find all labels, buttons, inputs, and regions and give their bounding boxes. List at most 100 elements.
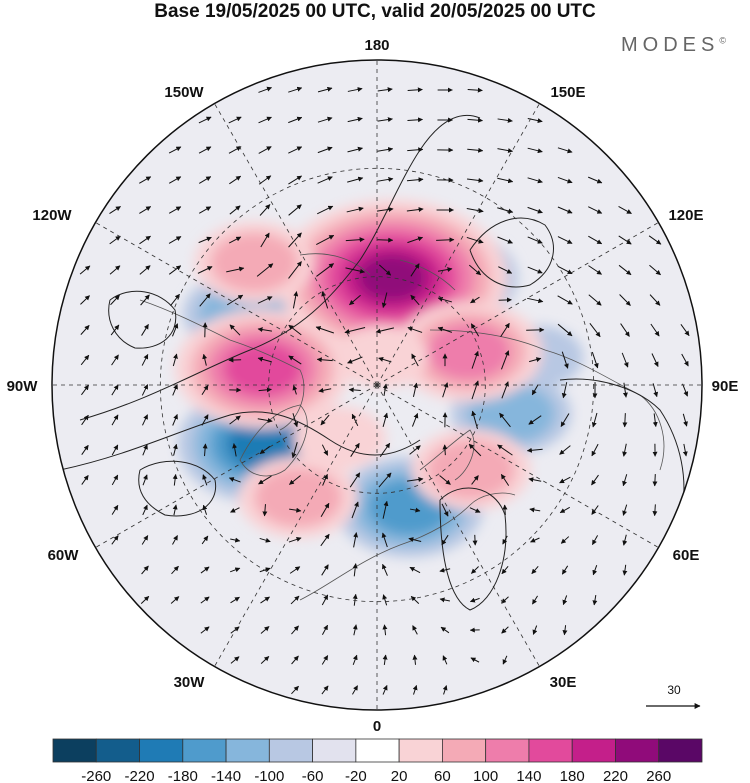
wind-arrow (228, 146, 242, 154)
wind-arrow (347, 146, 363, 153)
contour-line (59, 411, 421, 471)
wind-arrow (260, 232, 270, 248)
wind-arrow (377, 147, 394, 152)
meridian-line (95, 222, 378, 386)
wind-arrow (347, 176, 364, 183)
wind-arrow (529, 507, 541, 513)
wind-arrow (259, 567, 271, 573)
wind-arrow (202, 474, 208, 486)
wind-arrow (468, 443, 482, 457)
wind-arrow (622, 413, 628, 428)
wind-arrow (651, 353, 659, 367)
wind-arrow (316, 263, 334, 277)
wind-arrow (352, 624, 358, 636)
wind-arrow (618, 206, 632, 214)
wind-arrow (81, 474, 89, 485)
wind-arrow (378, 472, 392, 488)
wind-arrow (467, 87, 483, 93)
wind-arrow (411, 413, 419, 427)
wind-arrow (349, 472, 361, 488)
wind-arrow (557, 206, 573, 214)
wind-arrow (379, 442, 391, 458)
wind-arrow (497, 148, 514, 154)
wind-arrow (528, 415, 542, 425)
wind-arrow (202, 504, 208, 515)
wind-arrow (502, 655, 508, 665)
contour-line (138, 460, 217, 517)
map-title: Base 19/05/2025 00 UTC, valid 20/05/2025… (154, 1, 596, 22)
wind-arrow (172, 384, 178, 396)
wind-arrow (470, 296, 480, 304)
wind-arrow (80, 295, 90, 305)
coastlines (139, 253, 665, 601)
brand-logo: MODES© (621, 34, 726, 57)
wind-arrow (500, 473, 510, 486)
wind-arrow (591, 351, 599, 369)
wind-arrow (466, 177, 484, 183)
wind-arrow (588, 265, 602, 275)
reference-vector-label: 30 (667, 683, 681, 697)
wind-arrow (501, 626, 509, 634)
wind-arrow (527, 266, 543, 274)
wind-arrow (230, 656, 240, 664)
wind-arrow (501, 350, 510, 370)
wind-arrow (587, 176, 603, 184)
wind-arrow (257, 418, 273, 423)
label-lon-60w: 60W (48, 547, 80, 564)
wind-arrow (291, 625, 299, 635)
wind-arrow (410, 294, 420, 306)
wind-arrow (497, 444, 513, 456)
label-lon-90e: 90E (712, 378, 739, 395)
wind-arrow (622, 534, 628, 546)
wind-arrow (168, 206, 182, 214)
wind-arrow (470, 323, 480, 337)
wind-arrow (260, 656, 270, 664)
wind-arrow (437, 326, 453, 333)
wind-arrow (344, 327, 366, 334)
wind-arrow (560, 536, 570, 544)
wind-arrow (111, 535, 119, 545)
colorbar-tick-label: 100 (473, 768, 498, 783)
wind-arrow (345, 267, 365, 274)
wind-arrow (561, 565, 569, 575)
colorbar-swatch (441, 738, 487, 763)
wind-arrow (382, 594, 388, 606)
contour-line (469, 217, 554, 288)
wind-arrow (172, 323, 179, 337)
wind-arrow (561, 382, 568, 399)
wind-arrow (172, 443, 178, 456)
wind-arrow (198, 146, 212, 154)
colorbar-swatch (615, 738, 660, 763)
wind-arrow (557, 265, 573, 275)
wind-arrow (622, 564, 628, 576)
wind-arrow (407, 236, 424, 244)
wind-arrow (557, 236, 573, 244)
wind-arrow (321, 685, 329, 695)
wind-arrow (229, 205, 241, 215)
anomaly-blob (335, 325, 429, 388)
wind-arrow (622, 474, 628, 487)
wind-arrow (200, 596, 210, 604)
wind-arrow (682, 413, 688, 427)
wind-arrow (259, 537, 271, 543)
label-lon-120w: 120W (32, 207, 72, 224)
colorbar-swatch (571, 738, 616, 763)
wind-arrow (351, 501, 359, 519)
wind-arrow (198, 206, 212, 214)
wind-arrow (172, 504, 178, 516)
wind-arrow (321, 291, 329, 309)
wind-arrow (226, 266, 245, 273)
wind-arrow (289, 566, 301, 574)
wind-arrow (652, 383, 659, 398)
wind-arrow (199, 293, 211, 307)
colorbar-swatch (182, 738, 227, 763)
wind-arrow (409, 507, 421, 513)
wind-arrow (321, 564, 329, 576)
brand-mark: © (719, 35, 726, 46)
wind-arrow (591, 412, 598, 428)
wind-arrow (291, 655, 299, 665)
wind-arrow (109, 235, 121, 245)
wind-arrow (226, 294, 244, 306)
colorbar: -260 -220 -180 -140 -100 -60 -20 20 60 100 140 180 2… (52, 738, 703, 783)
